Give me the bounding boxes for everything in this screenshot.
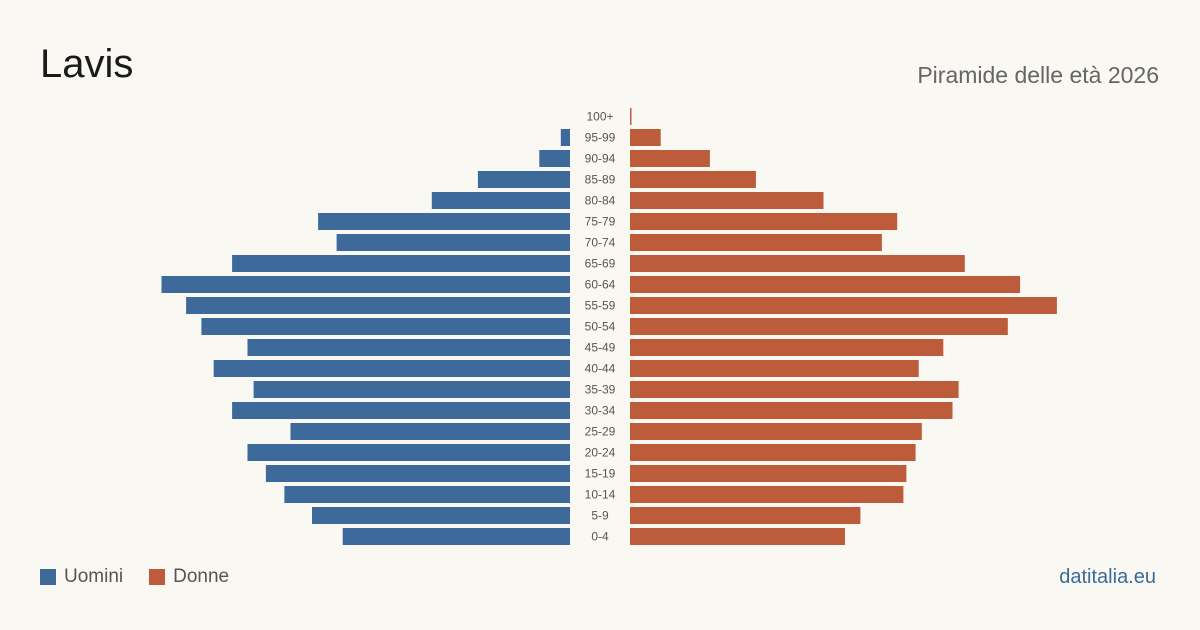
- bar-men-0-4: [342, 528, 570, 545]
- bar-women-75-79: [630, 213, 898, 230]
- bar-women-80-84: [630, 192, 824, 209]
- age-label-0-4: 0-4: [591, 530, 609, 544]
- age-label-5-9: 5-9: [591, 509, 609, 523]
- legend: Uomini Donne: [40, 566, 255, 588]
- legend-label-women: Donne: [173, 566, 230, 587]
- age-label-25-29: 25-29: [585, 425, 616, 439]
- age-label-20-24: 20-24: [585, 446, 616, 460]
- bar-women-65-69: [630, 255, 965, 272]
- legend-item-men: Uomini: [40, 566, 123, 588]
- age-label-70-74: 70-74: [585, 236, 616, 250]
- bar-women-20-24: [630, 444, 916, 461]
- bar-men-25-29: [290, 423, 570, 440]
- bar-men-90-94: [539, 150, 570, 167]
- bar-women-35-39: [630, 381, 959, 398]
- bar-women-95-99: [630, 129, 661, 146]
- bar-men-20-24: [247, 444, 570, 461]
- population-pyramid: 100+ 95-99 90-94 85-89 80-84 75-79 70-74 65-69 6…: [161, 108, 1057, 545]
- bar-men-35-39: [253, 381, 570, 398]
- bar-men-80-84: [431, 192, 570, 209]
- age-label-15-19: 15-19: [585, 467, 616, 481]
- age-label-45-49: 45-49: [585, 341, 616, 355]
- bar-women-60-64: [630, 276, 1021, 293]
- age-label-100+: 100+: [586, 110, 613, 124]
- bar-men-5-9: [312, 507, 570, 524]
- bar-women-15-19: [630, 465, 907, 482]
- bar-women-55-59: [630, 297, 1057, 314]
- bar-men-60-64: [161, 276, 570, 293]
- bar-women-40-44: [630, 360, 919, 377]
- bar-men-70-74: [336, 234, 570, 251]
- bar-men-40-44: [213, 360, 570, 377]
- age-label-95-99: 95-99: [585, 131, 616, 145]
- legend-swatch-men: [40, 569, 56, 585]
- bar-women-85-89: [630, 171, 756, 188]
- chart-subtitle: Piramide delle età 2026: [917, 62, 1159, 88]
- bar-women-30-34: [630, 402, 953, 419]
- bar-women-70-74: [630, 234, 882, 251]
- age-label-90-94: 90-94: [585, 152, 616, 166]
- age-label-65-69: 65-69: [585, 257, 616, 271]
- legend-item-women: Donne: [149, 566, 229, 588]
- legend-swatch-women: [149, 569, 166, 585]
- age-label-80-84: 80-84: [585, 194, 616, 208]
- bar-women-10-14: [630, 486, 904, 503]
- bar-women-45-49: [630, 339, 944, 356]
- bar-men-55-59: [186, 297, 570, 314]
- bar-women-5-9: [630, 507, 861, 524]
- age-label-85-89: 85-89: [585, 173, 616, 187]
- bar-men-95-99: [560, 129, 570, 146]
- age-label-55-59: 55-59: [585, 299, 616, 313]
- age-label-60-64: 60-64: [585, 278, 616, 292]
- bar-men-85-89: [477, 171, 570, 188]
- source-link[interactable]: datitalia.eu: [1059, 566, 1156, 588]
- bar-women-90-94: [630, 150, 710, 167]
- legend-label-men: Uomini: [64, 566, 124, 587]
- bar-women-50-54: [630, 318, 1008, 335]
- age-label-35-39: 35-39: [585, 383, 616, 397]
- bar-men-75-79: [318, 213, 570, 230]
- bar-men-45-49: [247, 339, 570, 356]
- bar-men-50-54: [201, 318, 570, 335]
- age-label-50-54: 50-54: [585, 320, 616, 334]
- bar-women-100+: [630, 108, 632, 125]
- bar-women-25-29: [630, 423, 922, 440]
- age-label-75-79: 75-79: [585, 215, 616, 229]
- bar-men-65-69: [232, 255, 570, 272]
- bar-women-0-4: [630, 528, 845, 545]
- age-label-40-44: 40-44: [585, 362, 616, 376]
- bar-men-15-19: [265, 465, 570, 482]
- age-label-10-14: 10-14: [585, 488, 616, 502]
- bar-men-10-14: [284, 486, 570, 503]
- chart-title: Lavis: [40, 42, 134, 86]
- bar-men-30-34: [232, 402, 570, 419]
- age-label-30-34: 30-34: [585, 404, 616, 418]
